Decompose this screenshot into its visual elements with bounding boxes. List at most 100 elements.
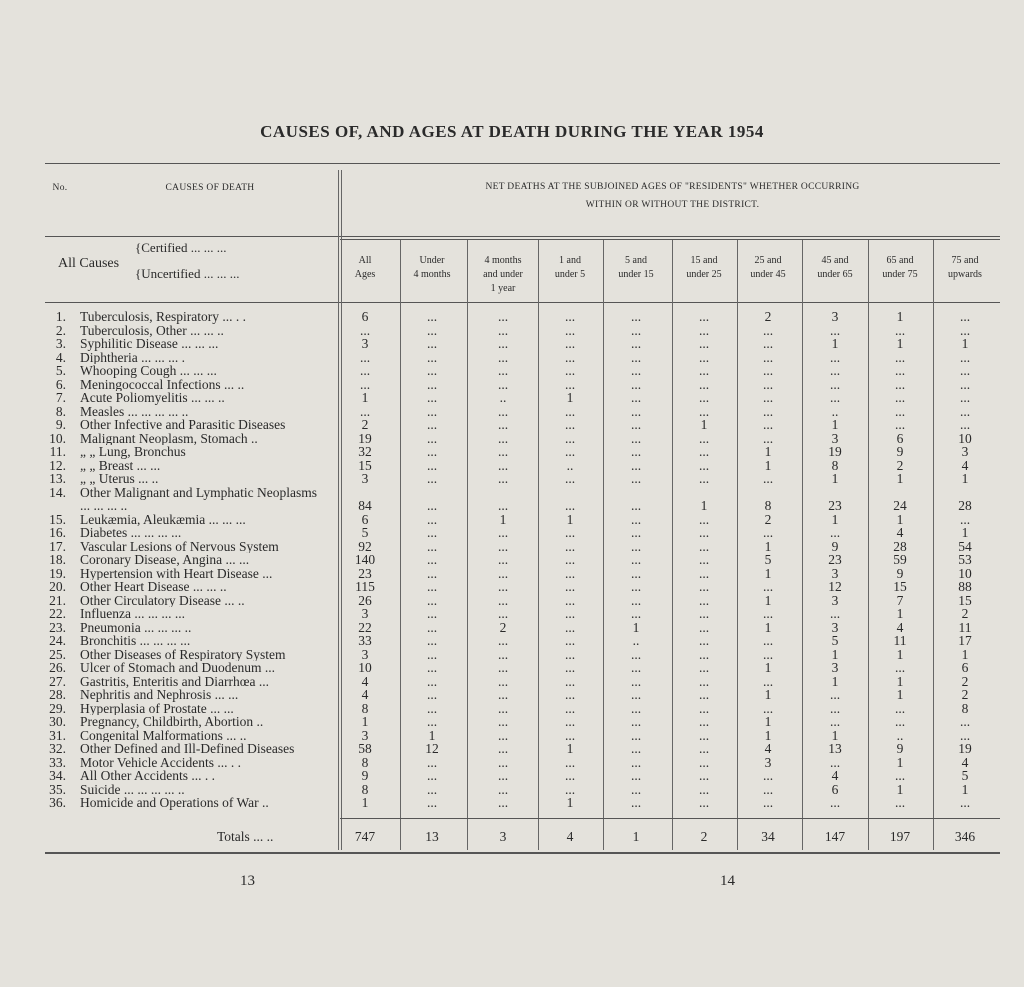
row-number: 24. bbox=[49, 633, 66, 648]
row-number: 30. bbox=[49, 714, 66, 729]
table-cell: ... bbox=[564, 646, 576, 662]
table-cell: 19 bbox=[828, 444, 842, 459]
table-cell: ... bbox=[564, 619, 576, 635]
table-cell: ... bbox=[564, 336, 576, 351]
table-cell: ... bbox=[894, 403, 906, 419]
table-row: 24. Bronchitis ... ... ... ... 33.........… bbox=[0, 634, 1024, 648]
cause-of-death: Meningococcal Infections ... .. bbox=[80, 377, 245, 391]
table-cell: ... bbox=[762, 430, 774, 446]
table-cell: 1 bbox=[831, 336, 839, 351]
table-cell: 4 bbox=[961, 457, 969, 473]
table-cell: ... bbox=[762, 403, 774, 419]
table-cell: ... bbox=[698, 511, 710, 527]
row-number: 8. bbox=[55, 403, 66, 419]
table-cell: 15 bbox=[958, 592, 972, 608]
table-cell: 1 bbox=[566, 795, 574, 810]
table-cell: ... bbox=[564, 525, 576, 540]
table-cell: ... bbox=[497, 309, 509, 324]
column-divider bbox=[868, 240, 869, 850]
table-cell: ... bbox=[959, 390, 971, 405]
table-row: 26. Ulcer of Stomach and Duodenum ... 10..… bbox=[0, 661, 1024, 675]
column-header-line: All bbox=[358, 255, 372, 266]
table-cell: ... bbox=[762, 417, 774, 432]
table-cell: ... bbox=[497, 363, 509, 378]
row-number: 13. bbox=[49, 471, 66, 486]
cause-of-death: Congenital Malformations ... .. bbox=[80, 728, 247, 742]
table-row: 10. Malignant Neoplasm, Stomach .. 19.....… bbox=[0, 430, 1024, 446]
table-cell: ... bbox=[497, 403, 509, 419]
table-cell: ... bbox=[698, 552, 710, 567]
column-header-line: Under bbox=[419, 255, 445, 266]
table-cell: ... bbox=[698, 457, 710, 473]
column-header-line: Ages bbox=[354, 269, 376, 280]
table-cell: ... bbox=[497, 606, 509, 621]
row-number: 4. bbox=[55, 349, 66, 365]
table-row: 6. Meningococcal Infections ... .........… bbox=[0, 377, 1024, 392]
table-cell: 15 bbox=[358, 457, 372, 473]
table-cell: ... bbox=[698, 363, 710, 378]
table-cell: 32 bbox=[358, 444, 372, 459]
cause-of-death: Other Diseases of Respiratory System bbox=[80, 647, 286, 661]
table-cell: ... bbox=[564, 592, 576, 608]
table-cell: ... bbox=[497, 781, 509, 797]
row-number: 20. bbox=[49, 579, 66, 594]
table-cell: 4 bbox=[961, 754, 969, 770]
row-number: 29. bbox=[49, 700, 66, 716]
row-number: 21. bbox=[49, 592, 66, 608]
table-cell: ... bbox=[829, 322, 841, 338]
table-row: 35. Suicide ... ... ... ... .. 8..........… bbox=[0, 781, 1024, 797]
table-cell: ... bbox=[564, 754, 576, 770]
table-cell: 22 bbox=[358, 619, 372, 635]
table-cell: .. bbox=[499, 390, 507, 405]
table-cell: ... bbox=[426, 349, 438, 365]
table-cell: ... bbox=[564, 471, 576, 486]
table-cell: ... bbox=[959, 349, 971, 365]
table-cell: ... bbox=[630, 322, 642, 338]
table-cell: ... bbox=[630, 417, 642, 432]
table-cell: 54 bbox=[958, 538, 972, 554]
cause-of-death: Other Infective and Parasitic Diseases bbox=[80, 418, 286, 432]
column-divider bbox=[802, 240, 803, 850]
divider bbox=[45, 302, 1000, 303]
table-cell: ... bbox=[497, 727, 509, 743]
table-cell: ... bbox=[426, 714, 438, 729]
table-cell: ... bbox=[762, 363, 774, 378]
table-cell: 2 bbox=[764, 511, 772, 527]
table-cell: 3 bbox=[361, 646, 369, 662]
table-cell: 3 bbox=[361, 606, 369, 621]
table-row: 7. Acute Poliomyelitis ... ... .. 1..... 1.… bbox=[0, 391, 1024, 405]
table-cell: 1 bbox=[896, 781, 904, 797]
table-cell: ... bbox=[497, 754, 509, 770]
table-cell: ... bbox=[497, 336, 509, 351]
table-cell: 1 bbox=[764, 727, 772, 743]
column-header-line: under 45 bbox=[750, 269, 786, 280]
table-cell: ... bbox=[698, 673, 710, 689]
column-header: 15 and under 25 bbox=[671, 254, 737, 282]
table-cell: 1 bbox=[831, 417, 839, 432]
table-cell: ... bbox=[630, 498, 642, 513]
column-header: Under 4 months bbox=[399, 254, 465, 282]
table-cell: 3 bbox=[764, 754, 772, 770]
total-cell: 34 bbox=[761, 829, 775, 844]
table-cell: 1 bbox=[764, 444, 772, 459]
table-row: 4. Diphtheria ... ... ... ...............… bbox=[0, 349, 1024, 365]
table-cell: 1 bbox=[831, 511, 839, 527]
row-number: 28. bbox=[49, 687, 66, 702]
table-cell: ... bbox=[564, 403, 576, 419]
table-cell: ... bbox=[426, 646, 438, 662]
table-cell: ... bbox=[497, 552, 509, 567]
table-cell: ... bbox=[630, 457, 642, 473]
table-cell: ... bbox=[426, 309, 438, 324]
table-cell: ... bbox=[426, 606, 438, 621]
table-cell: ... bbox=[894, 349, 906, 365]
table-cell: ... bbox=[959, 403, 971, 419]
table-cell: ... bbox=[426, 795, 438, 810]
table-cell: 7 bbox=[896, 592, 904, 608]
table-cell: ... bbox=[630, 471, 642, 486]
table-cell: 1 bbox=[961, 646, 969, 662]
table-cell: 9 bbox=[831, 538, 839, 554]
table-cell: 3 bbox=[961, 444, 969, 459]
row-number: 27. bbox=[49, 673, 66, 689]
row-number: 7. bbox=[55, 390, 66, 405]
table-cell: 88 bbox=[958, 579, 972, 594]
